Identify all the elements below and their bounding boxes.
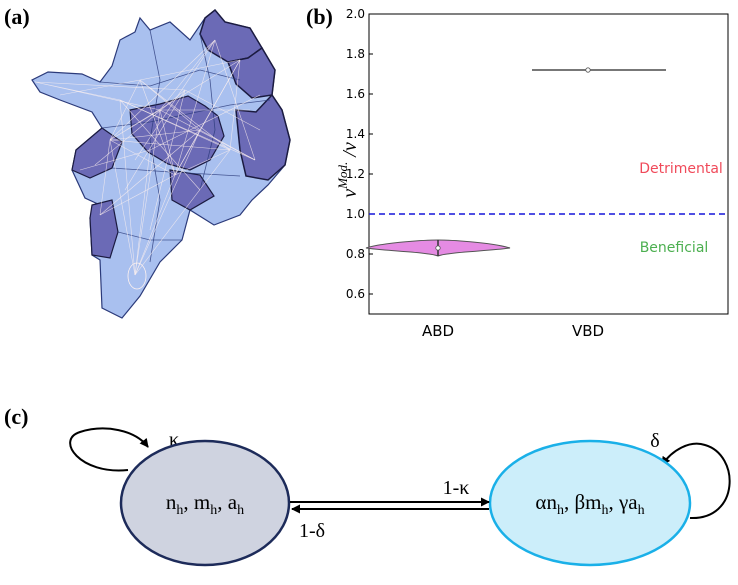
y-axis-label: νMod. /ν — [335, 142, 361, 198]
y-tick-label: 1.6 — [346, 87, 365, 101]
panel-label-b: (b) — [306, 4, 333, 29]
violin-median — [435, 245, 441, 251]
y-tick-label: 2.0 — [346, 7, 365, 21]
panel-label-c: (c) — [4, 404, 29, 429]
y-tick-label: 1.2 — [346, 167, 365, 181]
backward-label: 1-δ — [299, 520, 325, 542]
violin-median — [585, 67, 591, 73]
y-tick-label: 1.4 — [346, 127, 365, 141]
self-loop-left — [69, 427, 149, 472]
region-map — [31, 8, 291, 319]
y-tick-label: 1.0 — [346, 207, 365, 221]
violin-vbd — [532, 67, 666, 73]
y-tick-label: 0.6 — [346, 287, 365, 301]
dark-region-south-center — [169, 169, 215, 211]
loop-label-delta: δ — [650, 430, 659, 452]
state-node-2 — [488, 439, 692, 567]
violin-chart: 0.6 0.8 1.0 1.2 1.4 1.6 1.8 2.0 ABD VBD Detrimen… — [335, 7, 729, 340]
y-tick-label: 0.8 — [346, 247, 365, 261]
y-tick-label: 1.8 — [346, 47, 365, 61]
detrimental-label: Detrimental — [639, 161, 723, 177]
dark-region-east — [235, 93, 291, 181]
violin-abd — [365, 239, 511, 257]
mobility-network — [34, 39, 261, 276]
southern-hub — [127, 262, 147, 290]
plot-area — [368, 13, 729, 315]
state-2-label: αnh, βmh, γah — [535, 490, 644, 518]
y-axis-ticks: 0.6 0.8 1.0 1.2 1.4 1.6 1.8 2.0 — [346, 7, 373, 301]
beneficial-label: Beneficial — [640, 240, 709, 256]
x-tick-label: VBD — [572, 322, 604, 340]
loop-label-kappa: κ — [169, 429, 179, 451]
state-1-label: nh, mh, ah — [166, 490, 244, 518]
state-diagram: κ δ 1-κ 1-δ nh, mh, ah αnh, βmh, γah — [69, 427, 731, 567]
panel-label-a: (a) — [4, 4, 30, 29]
forward-label: 1-κ — [443, 477, 470, 499]
state-node-1 — [119, 439, 291, 567]
x-tick-label: ABD — [422, 322, 454, 340]
violins — [365, 67, 666, 257]
x-axis-ticks: ABD VBD — [422, 322, 604, 340]
dark-region-southwest — [89, 199, 119, 259]
self-loop-right — [661, 442, 731, 520]
